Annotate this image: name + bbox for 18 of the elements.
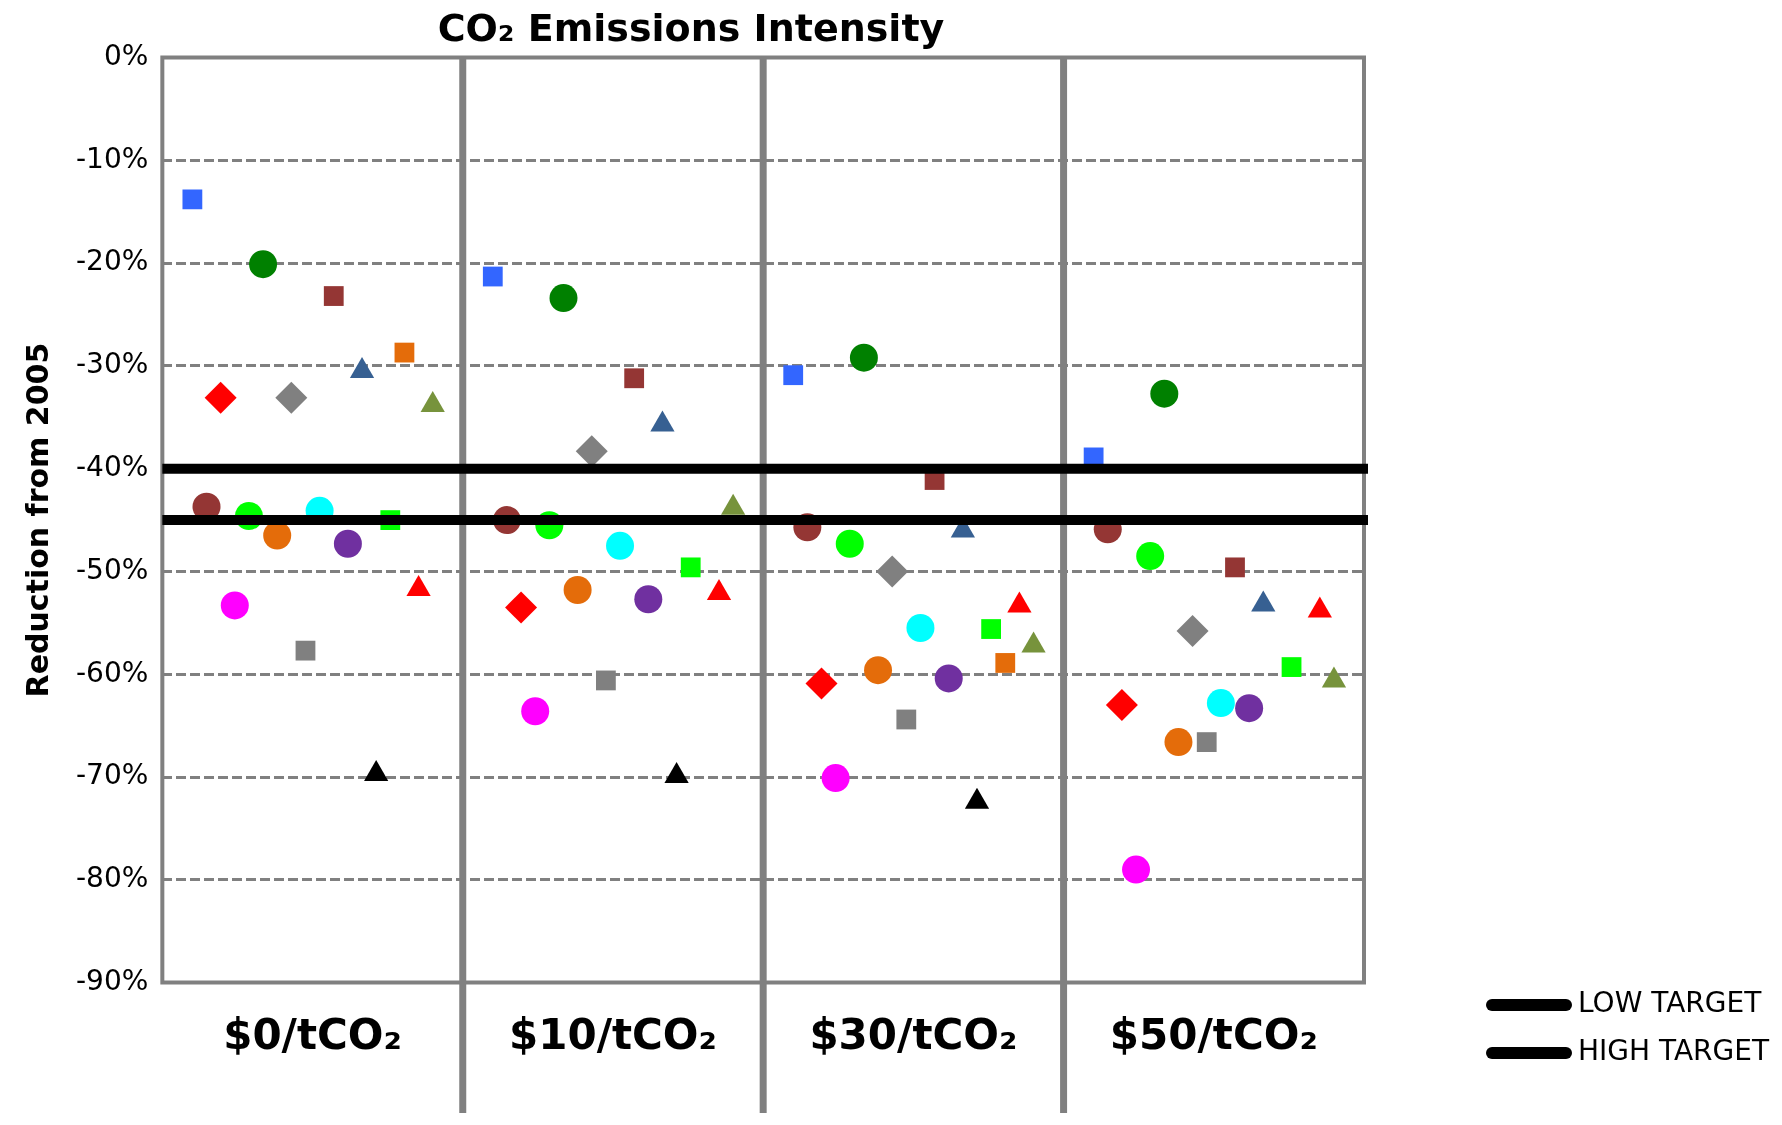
y-tick-label: -20% xyxy=(75,244,149,278)
y-tick-label: -70% xyxy=(75,758,149,792)
x-tick-label: $0/tCO₂ xyxy=(223,1009,402,1059)
y-tick-label: -50% xyxy=(75,552,149,586)
y-tick-label: -40% xyxy=(75,449,149,483)
x-tick-label: $50/tCO₂ xyxy=(1109,1009,1318,1059)
y-tick-label: -90% xyxy=(75,963,149,997)
y-tick-label: -30% xyxy=(75,347,149,381)
y-tick-label: -80% xyxy=(75,861,149,895)
legend-label: HIGH TARGET xyxy=(1578,1034,1770,1068)
y-tick-label: -10% xyxy=(75,141,149,175)
y-axis-title: Reduction from 2005 xyxy=(19,342,55,698)
legend-label: LOW TARGET xyxy=(1578,986,1763,1020)
y-tick-label: -60% xyxy=(75,655,149,689)
x-tick-label: $30/tCO₂ xyxy=(809,1009,1018,1059)
chart-title: CO₂ Emissions Intensity xyxy=(437,5,945,50)
x-tick-label: $10/tCO₂ xyxy=(508,1009,717,1059)
y-tick-label: 0% xyxy=(103,38,149,72)
